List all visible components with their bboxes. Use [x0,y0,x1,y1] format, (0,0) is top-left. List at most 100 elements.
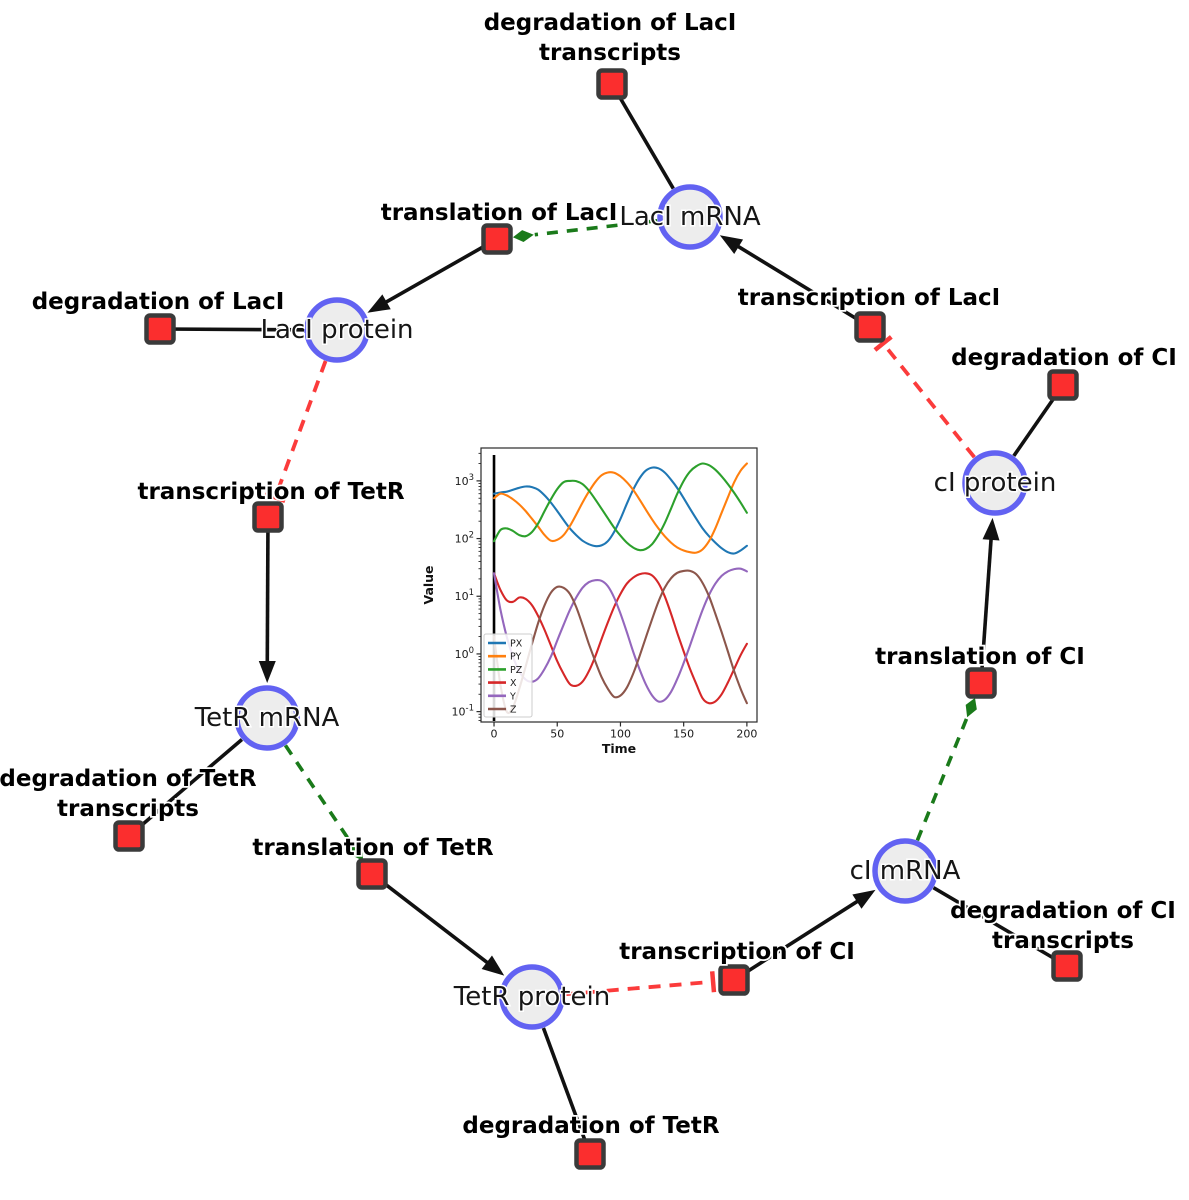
y-tick-label: 102 [455,531,474,546]
x-axis-label: Time [602,741,636,756]
species-node-laci-mrna[interactable] [657,184,723,250]
reaction-node-txn-laci[interactable] [854,311,886,343]
reaction-label-deg-tetr-tx: transcripts [57,796,199,822]
edge-production-ci-mrna-txn-ci-arrowhead [852,889,876,909]
species-label-ci-mrna: cI mRNA [850,856,961,886]
edge-production-ci-mrna-txn-ci [733,899,860,982]
reaction-label-deg-laci: degradation of LacI [32,289,285,315]
reaction-label-deg-laci-tx: transcripts [539,40,681,66]
x-tick-label: 100 [610,728,631,741]
reaction-node-transl-ci[interactable] [965,667,997,699]
edge-production-laci-mrna-txn-laci [735,244,871,329]
edge-modifier-tetr-mrna-transl-tetr-diamond [351,843,364,861]
edge-production-laci-protein-transl-laci-arrowhead [367,294,391,313]
y-tick-label: 100 [455,646,474,661]
species-label-laci-protein: LacI protein [260,315,413,345]
reaction-label-txn-laci: transcription of LacI [738,285,1001,311]
species-node-laci-protein[interactable] [304,297,370,363]
reaction-label-deg-tetr-tx: degradation of TetR [0,766,257,792]
legend-label-Y: Y [509,691,516,702]
edge-production-ci-protein-transl-ci-arrowhead [982,517,1000,541]
reaction-node-deg-laci[interactable] [144,313,176,345]
reaction-node-deg-tetr[interactable] [574,1138,606,1170]
edge-modifier-ci-mrna-transl-ci-diamond [965,697,977,718]
edge-inhibition-ci-protein-txn-laci-tee [873,335,893,352]
species-node-tetr-mrna[interactable] [234,685,300,751]
edge-production-tetr-protein-transl-tetr [370,872,490,965]
species-label-tetr-mrna: TetR mRNA [194,703,340,733]
edge-modifier-ci-mrna-transl-ci [915,717,969,842]
labels-layer: degradation of LacI transcripts translatio… [0,8,1179,1141]
x-tick-label: 150 [673,728,694,741]
series-X [492,572,748,705]
edge-inhibition-ci-protein-txn-laci [885,346,976,459]
edge-modifier-tetr-mrna-transl-tetr [283,744,353,844]
edge-production-tetr-protein-transl-tetr-arrowhead [481,955,505,976]
reaction-node-deg-ci-tx[interactable] [1051,950,1083,982]
edges-layer [127,83,1068,1155]
y-tick-label: 10-1 [452,704,474,719]
edge-consumption-laci-mrna-deg-laci-tx [610,83,675,190]
reaction-label-transl-tetr: translation of TetR [252,835,493,861]
series-PX [492,466,748,555]
edge-production-ci-protein-transl-ci [979,537,993,684]
legend-label-PZ: PZ [510,665,523,676]
species-label-tetr-protein: TetR protein [453,982,610,1012]
reaction-node-deg-ci[interactable] [1047,369,1079,401]
edge-production-tetr-mrna-txn-tetr [265,516,270,664]
y-tick-label: 101 [455,588,474,603]
edge-inhibition-laci-protein-txn-tetr-tee [264,491,286,504]
edge-production-tetr-mrna-txn-tetr-arrowhead [258,660,276,684]
species-node-ci-protein[interactable] [962,450,1028,516]
reaction-node-deg-laci-tx[interactable] [596,68,628,100]
x-tick-label: 200 [736,728,757,741]
inset-chart: 0 50 100 150 20010-1100101102103TimeValuePXP… [421,447,758,756]
species-label-laci-mrna: LacI mRNA [619,202,760,232]
reaction-label-transl-ci: translation of CI [875,644,1085,670]
legend-label-X: X [510,678,517,689]
reaction-label-deg-ci-tx: degradation of CI [950,898,1176,924]
reaction-label-deg-ci: degradation of CI [951,345,1177,371]
y-tick-label: 103 [455,473,474,488]
species-node-tetr-protein[interactable] [499,964,565,1030]
x-tick-label: 50 [550,728,564,741]
reaction-node-transl-laci[interactable] [481,223,513,255]
legend-label-PY: PY [510,652,522,663]
y-axis-label: Value [421,565,436,604]
reaction-node-deg-tetr-tx[interactable] [113,820,145,852]
chart-curves [492,462,748,715]
reaction-label-deg-tetr: degradation of TetR [462,1113,719,1139]
reaction-label-deg-laci-tx: degradation of LacI [484,10,737,36]
edge-production-laci-protein-transl-laci [383,237,498,305]
edge-consumption-laci-protein-deg-laci [159,327,305,332]
edge-inhibition-laci-protein-txn-tetr [275,360,328,493]
series-Z [492,569,748,715]
edge-consumption-ci-mrna-deg-ci-tx [932,886,1068,968]
edge-modifier-laci-mrna-transl-laci [534,218,658,237]
axes-spines [480,447,758,723]
edge-production-laci-mrna-txn-laci-arrowhead [719,235,744,254]
edge-inhibition-tetr-protein-txn-ci [564,980,708,997]
edge-consumption-tetr-mrna-deg-tetr-tx [127,738,244,838]
edge-inhibition-tetr-protein-txn-ci-tee [709,971,717,993]
reaction-label-txn-tetr: transcription of TetR [137,479,404,505]
reaction-node-txn-ci[interactable] [718,964,750,996]
chart-legend: PX PY PZ XYZ [483,633,533,718]
reaction-label-transl-laci: translation of LacI [381,200,618,226]
reaction-node-transl-tetr[interactable] [356,858,388,890]
edge-modifier-laci-mrna-transl-laci-diamond [512,230,534,243]
legend-label-Z: Z [510,705,517,716]
series-Y [492,567,748,703]
legend-label-PX: PX [510,639,523,650]
reaction-label-txn-ci: transcription of CI [619,939,855,965]
edge-consumption-tetr-protein-deg-tetr [541,1027,592,1155]
reaction-node-txn-tetr[interactable] [252,501,284,533]
reaction-label-deg-ci-tx: transcripts [992,928,1134,954]
species-label-ci-protein: cI protein [934,468,1057,498]
x-tick-label: 0 [491,728,498,741]
legend-box [483,633,533,718]
series-PZ [492,462,748,552]
species-node-ci-mrna[interactable] [872,838,938,904]
